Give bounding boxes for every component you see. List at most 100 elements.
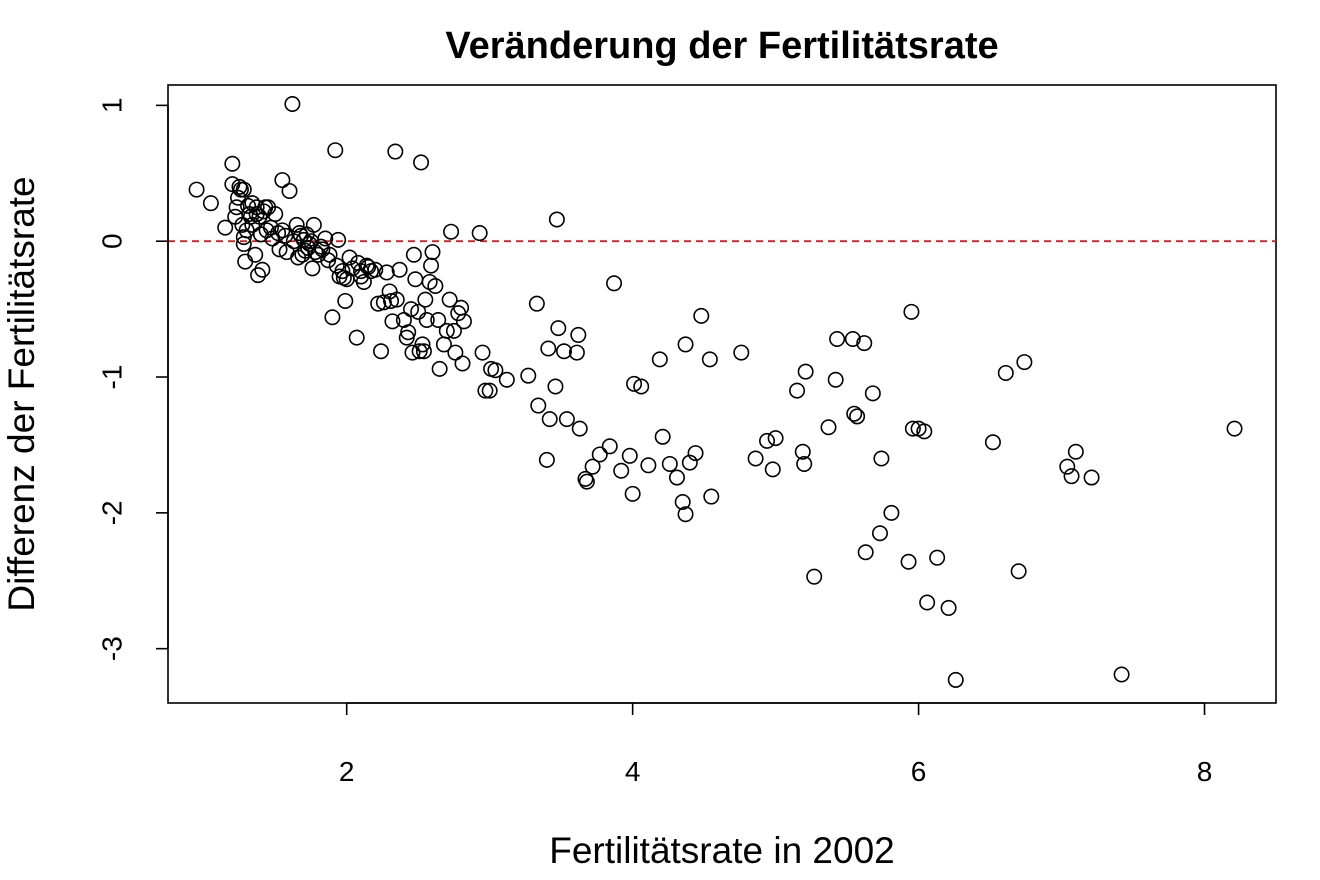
data-point [400,324,417,341]
data-point [591,446,608,463]
data-point [274,172,291,189]
data-point [341,249,358,266]
data-point [235,181,252,198]
y-tick-label: -2 [97,500,128,525]
data-point [414,336,431,353]
data-point [538,451,555,468]
data-point [871,525,888,542]
x-axis-ticks: 2 4 6 8 [339,703,1212,787]
data-point [624,485,641,502]
data-point [292,227,309,244]
data-point [383,292,400,309]
data-point [228,199,245,216]
y-tick-label: 0 [97,233,128,249]
data-point [427,278,444,295]
data-point [474,344,491,361]
data-point [681,454,698,471]
data-point [217,219,234,236]
data-point [447,344,464,361]
data-point [224,155,241,172]
data-point [288,216,305,233]
data-point [405,246,422,263]
data-point [764,461,781,478]
data-point [550,320,567,337]
data-point [367,261,384,278]
data-point [240,197,257,214]
data-point [324,309,341,326]
data-point [358,257,375,274]
plot-frame [167,84,1277,704]
data-point [584,458,601,475]
x-tick-label: 8 [1197,756,1213,787]
data-point [1113,666,1130,683]
data-point [264,230,281,247]
data-point [820,419,837,436]
data-point [540,340,557,357]
data-point [844,330,861,347]
data-point [558,411,575,428]
data-point [348,329,365,346]
data-point [1010,563,1027,580]
data-point [548,211,565,228]
data-point [997,364,1014,381]
y-axis-title: Differenz der Fertilitätsrate [1,176,42,611]
data-point [251,208,268,225]
data-point [431,360,448,377]
data-point [188,181,205,198]
data-point [231,178,248,195]
data-point [378,264,395,281]
data-point [984,434,1001,451]
data-point [947,671,964,688]
data-point [254,261,271,278]
data-point [929,549,946,566]
data-point [370,295,387,312]
data-point [1063,468,1080,485]
data-point [355,273,372,290]
data-point [571,420,588,437]
data-point [337,292,354,309]
x-tick-label: 2 [339,756,355,787]
x-tick-label: 4 [625,756,641,787]
data-point [453,299,470,316]
data-point [556,343,573,360]
data-point [693,307,710,324]
data-points [188,96,1243,688]
data-point [391,261,408,278]
data-point [651,351,668,368]
data-point [410,303,427,320]
data-point [1067,443,1084,460]
data-point [528,295,545,312]
data-point [654,428,671,445]
data-point [806,568,823,585]
data-point [541,411,558,428]
data-point [940,599,957,616]
data-point [270,225,287,242]
data-point [577,470,594,487]
data-point [373,343,390,360]
data-point [321,246,338,263]
data-point [284,96,301,113]
data-point [305,216,322,233]
data-point [418,311,435,328]
data-point [796,455,813,472]
data-point [864,385,881,402]
data-point [640,457,657,474]
chart-title: Veränderung der Fertilitätsrate [445,25,998,67]
data-point [404,344,421,361]
data-point [827,371,844,388]
data-point [1016,354,1033,371]
data-point [919,594,936,611]
data-point [258,222,275,239]
data-point [330,231,347,248]
data-point [423,257,440,274]
data-point [237,253,254,270]
data-point [703,488,720,505]
data-point [310,246,327,263]
data-point [317,230,334,247]
data-point [455,313,472,330]
data-point [626,375,643,392]
data-point [281,182,298,199]
x-tick-label: 6 [911,756,927,787]
data-point [230,189,247,206]
